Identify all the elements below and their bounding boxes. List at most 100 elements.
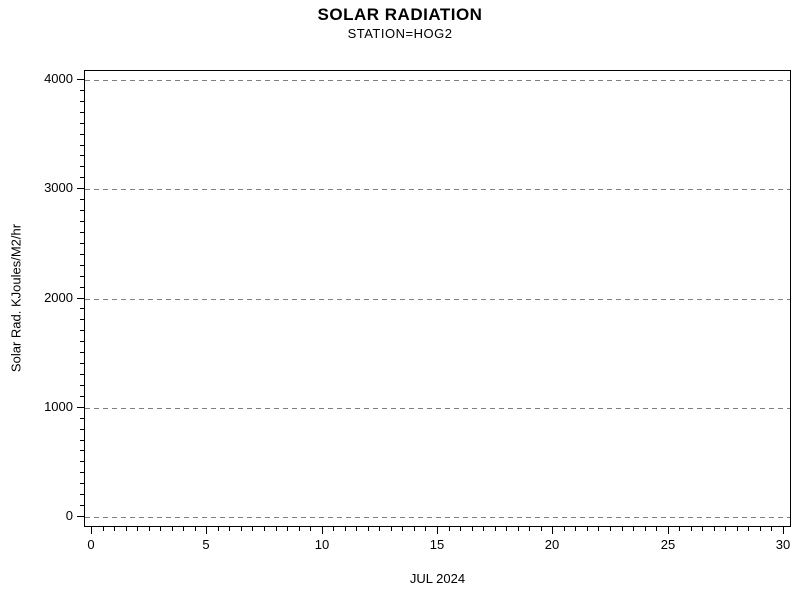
y-minor-tick bbox=[80, 232, 84, 233]
y-tick-label: 2000 bbox=[44, 290, 73, 305]
x-major-tick bbox=[206, 527, 207, 534]
x-minor-tick bbox=[460, 527, 461, 531]
y-gridline bbox=[85, 408, 790, 409]
y-minor-tick bbox=[80, 440, 84, 441]
y-minor-tick bbox=[80, 265, 84, 266]
x-minor-tick bbox=[333, 527, 334, 531]
y-minor-tick bbox=[80, 276, 84, 277]
x-minor-tick bbox=[195, 527, 196, 531]
y-tick-label: 4000 bbox=[44, 71, 73, 86]
y-minor-tick bbox=[80, 254, 84, 255]
x-minor-tick bbox=[114, 527, 115, 531]
x-minor-tick bbox=[137, 527, 138, 531]
x-minor-tick bbox=[541, 527, 542, 531]
y-gridline bbox=[85, 299, 790, 300]
y-axis-title: Solar Rad. KJoules/M2/hr bbox=[8, 223, 24, 373]
x-tick-label: 20 bbox=[544, 537, 560, 552]
x-minor-tick bbox=[483, 527, 484, 531]
x-minor-tick bbox=[252, 527, 253, 531]
plot-area bbox=[84, 70, 791, 527]
y-major-tick bbox=[77, 188, 84, 189]
y-minor-tick bbox=[80, 112, 84, 113]
y-tick-label: 3000 bbox=[44, 180, 73, 195]
x-minor-tick bbox=[610, 527, 611, 531]
x-minor-tick bbox=[183, 527, 184, 531]
y-minor-tick bbox=[80, 429, 84, 430]
x-major-tick bbox=[91, 527, 92, 534]
x-minor-tick bbox=[287, 527, 288, 531]
x-tick-label: 5 bbox=[202, 537, 210, 552]
y-minor-tick bbox=[80, 385, 84, 386]
y-tick-label: 0 bbox=[65, 508, 73, 523]
y-gridline bbox=[85, 80, 790, 81]
x-minor-tick bbox=[276, 527, 277, 531]
x-minor-tick bbox=[402, 527, 403, 531]
x-minor-tick bbox=[656, 527, 657, 531]
y-minor-tick bbox=[80, 483, 84, 484]
x-minor-tick bbox=[345, 527, 346, 531]
y-minor-tick bbox=[80, 472, 84, 473]
x-minor-tick bbox=[160, 527, 161, 531]
x-minor-tick bbox=[103, 527, 104, 531]
x-minor-tick bbox=[598, 527, 599, 531]
y-tick-label: 1000 bbox=[44, 399, 73, 414]
x-major-tick bbox=[322, 527, 323, 534]
x-minor-tick bbox=[368, 527, 369, 531]
y-minor-tick bbox=[80, 330, 84, 331]
y-minor-tick bbox=[80, 221, 84, 222]
y-minor-tick bbox=[80, 210, 84, 211]
x-axis-title: JUL 2024 bbox=[409, 571, 466, 586]
x-minor-tick bbox=[529, 527, 530, 531]
x-minor-tick bbox=[771, 527, 772, 531]
x-tick-label: 15 bbox=[429, 537, 445, 552]
x-minor-tick bbox=[449, 527, 450, 531]
x-minor-tick bbox=[645, 527, 646, 531]
x-minor-tick bbox=[379, 527, 380, 531]
y-minor-tick bbox=[80, 243, 84, 244]
y-minor-tick bbox=[80, 166, 84, 167]
x-minor-tick bbox=[172, 527, 173, 531]
y-minor-tick bbox=[80, 177, 84, 178]
x-minor-tick bbox=[714, 527, 715, 531]
y-minor-tick bbox=[80, 101, 84, 102]
y-minor-tick bbox=[80, 363, 84, 364]
x-minor-tick bbox=[506, 527, 507, 531]
y-minor-tick bbox=[80, 123, 84, 124]
x-minor-tick bbox=[414, 527, 415, 531]
chart-subtitle: STATION=HOG2 bbox=[347, 26, 453, 41]
x-major-tick bbox=[437, 527, 438, 534]
x-tick-label: 30 bbox=[775, 537, 791, 552]
y-minor-tick bbox=[80, 494, 84, 495]
x-minor-tick bbox=[356, 527, 357, 531]
y-major-tick bbox=[77, 407, 84, 408]
y-minor-tick bbox=[80, 352, 84, 353]
x-minor-tick bbox=[264, 527, 265, 531]
x-major-tick bbox=[668, 527, 669, 534]
x-minor-tick bbox=[691, 527, 692, 531]
y-minor-tick bbox=[80, 308, 84, 309]
x-minor-tick bbox=[149, 527, 150, 531]
x-minor-tick bbox=[518, 527, 519, 531]
x-minor-tick bbox=[218, 527, 219, 531]
y-minor-tick bbox=[80, 155, 84, 156]
y-major-tick bbox=[77, 79, 84, 80]
x-major-tick bbox=[552, 527, 553, 534]
x-minor-tick bbox=[299, 527, 300, 531]
y-gridline bbox=[85, 517, 790, 518]
x-minor-tick bbox=[241, 527, 242, 531]
y-gridline bbox=[85, 189, 790, 190]
x-minor-tick bbox=[391, 527, 392, 531]
x-minor-tick bbox=[126, 527, 127, 531]
x-minor-tick bbox=[679, 527, 680, 531]
y-minor-tick bbox=[80, 90, 84, 91]
y-major-tick bbox=[77, 516, 84, 517]
x-minor-tick bbox=[725, 527, 726, 531]
x-minor-tick bbox=[575, 527, 576, 531]
y-minor-tick bbox=[80, 450, 84, 451]
x-minor-tick bbox=[229, 527, 230, 531]
y-minor-tick bbox=[80, 134, 84, 135]
x-minor-tick bbox=[425, 527, 426, 531]
x-minor-tick bbox=[737, 527, 738, 531]
x-minor-tick bbox=[564, 527, 565, 531]
y-minor-tick bbox=[80, 396, 84, 397]
